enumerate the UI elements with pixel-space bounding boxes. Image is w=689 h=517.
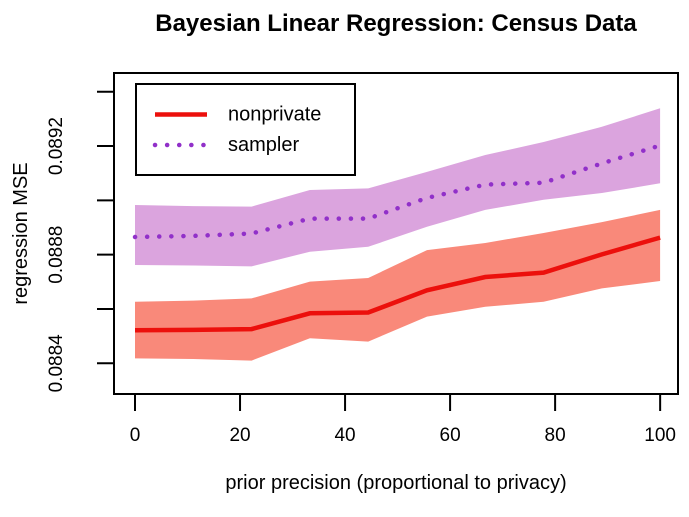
y-tick-label: 0.0884	[46, 334, 67, 393]
y-axis-label: regression MSE	[10, 162, 32, 304]
legend-label-sampler: sampler	[228, 134, 299, 156]
x-tick-label: 40	[334, 425, 355, 446]
x-axis: 0 20 40 60 80 100 prior precision (proportiona…	[130, 394, 676, 494]
series-lines	[132, 143, 663, 333]
y-tick-label: 0.0888	[46, 226, 67, 284]
chart-title: Bayesian Linear Regression: Census Data	[155, 10, 637, 37]
legend: nonprivate sampler	[135, 83, 356, 176]
nonprivate-line	[134, 235, 661, 333]
x-tick-label: 60	[440, 425, 461, 446]
x-tick-label: 20	[229, 425, 250, 446]
legend-box	[135, 83, 356, 176]
sampler-line	[132, 143, 663, 240]
legend-label-nonprivate: nonprivate	[228, 104, 321, 126]
plot-box	[113, 72, 679, 395]
x-tick-label: 80	[545, 425, 566, 446]
x-tick-label: 0	[130, 425, 141, 446]
x-tick-label: 100	[644, 425, 676, 446]
x-axis-label: prior precision (proportional to privacy…	[225, 472, 566, 494]
y-axis: 0.0884 0.0888 0.0892 regression MSE	[10, 90, 114, 393]
sampler-band	[135, 108, 661, 267]
y-tick-label: 0.0892	[46, 117, 67, 175]
